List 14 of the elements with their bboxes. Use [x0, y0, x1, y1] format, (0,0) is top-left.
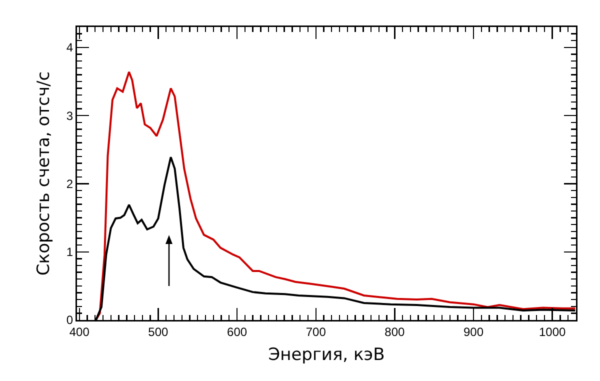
y-tick-label: 0 — [66, 313, 74, 328]
y-tick-label: 4 — [66, 40, 74, 55]
x-tick-label: 500 — [148, 324, 169, 339]
x-tick-label: 800 — [384, 324, 406, 339]
y-tick-label: 1 — [66, 245, 74, 260]
x-tick-label: 600 — [227, 324, 248, 339]
y-tick-label: 2 — [66, 176, 74, 191]
x-tick-label: 900 — [464, 324, 484, 339]
x-tick-label: 400 — [69, 324, 90, 339]
y-axis-title: Скорость счета, отсч/с — [34, 71, 54, 276]
y-tick-label: 3 — [66, 108, 74, 123]
x-tick-label: 1000 — [539, 324, 566, 339]
x-tick-label: 700 — [306, 324, 326, 339]
x-axis-title: Энергия, кэВ — [268, 345, 385, 366]
